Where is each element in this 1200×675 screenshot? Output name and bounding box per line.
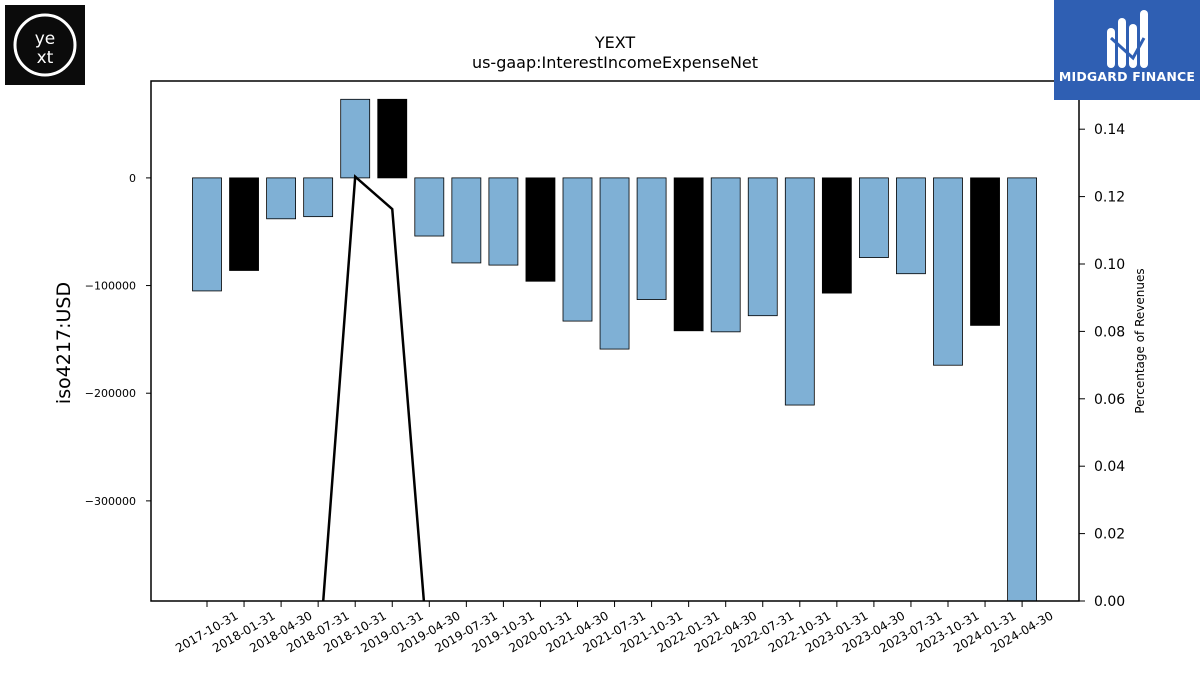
bar-2020-01-31: [525, 177, 556, 282]
y-tick-label: −200000: [85, 387, 136, 400]
y-tick-label: 0: [129, 172, 136, 185]
bar-2018-10-31: [340, 98, 371, 179]
bar-2018-04-30: [266, 177, 297, 220]
svg-text:ye: ye: [35, 29, 56, 49]
y2-tick-label: 0.08: [1094, 324, 1125, 340]
bar-2021-10-31: [636, 177, 667, 300]
y2-tick-label: 0.12: [1094, 190, 1125, 206]
bar-2019-07-31: [451, 177, 482, 264]
y2-tick-label: 0.10: [1094, 257, 1125, 273]
y2-tick-label: 0.06: [1094, 392, 1125, 408]
bar-2019-01-31: [377, 98, 408, 179]
bar-2019-04-30: [414, 177, 445, 237]
bar-2023-07-31: [896, 177, 926, 275]
bar-2019-10-31: [488, 177, 519, 266]
revenue-percentage-line: [321, 174, 426, 601]
bar-2024-01-31: [970, 177, 1000, 326]
bars-layer: [192, 98, 1037, 601]
svg-text:xt: xt: [37, 48, 54, 68]
bar-2022-10-31: [784, 177, 815, 406]
bar-2021-04-30: [562, 177, 593, 322]
y-tick-label: −100000: [85, 280, 136, 293]
bar-2024-04-30: [1007, 177, 1037, 601]
bar-2018-07-31: [303, 177, 334, 218]
bar-2023-10-31: [933, 177, 963, 366]
yext-logo-icon: ye xt: [13, 13, 77, 77]
chart-title: YEXT: [594, 33, 636, 52]
line-layer: [321, 174, 426, 601]
y-tick-label: −300000: [85, 495, 136, 508]
y2-tick-label: 0.00: [1094, 594, 1125, 610]
yext-logo: ye xt: [5, 5, 85, 85]
bar-2017-10-31: [192, 177, 222, 292]
y2-tick-label: 0.04: [1094, 459, 1125, 475]
bar-2021-07-31: [599, 177, 630, 350]
midgard-finance-logo-text: MIDGARD FINANCE: [1058, 69, 1196, 84]
chart-subtitle: us-gaap:InterestIncomeExpenseNet: [472, 53, 758, 72]
bar-2022-07-31: [747, 177, 778, 317]
bar-2022-04-30: [710, 177, 741, 333]
midgard-finance-logo-icon: [1107, 10, 1148, 68]
bar-2018-01-31: [229, 177, 259, 271]
y-axis-label: iso4217:USD: [53, 282, 75, 404]
bar-2023-01-31: [821, 177, 852, 294]
bar-2022-01-31: [673, 177, 704, 332]
bar-2023-04-30: [859, 177, 889, 258]
midgard-finance-logo: MIDGARD FINANCE: [1054, 0, 1200, 100]
y2-tick-label: 0.14: [1094, 122, 1125, 138]
y2-tick-label: 0.02: [1094, 527, 1125, 543]
y2-axis-label: Percentage of Revenues: [1133, 268, 1147, 413]
